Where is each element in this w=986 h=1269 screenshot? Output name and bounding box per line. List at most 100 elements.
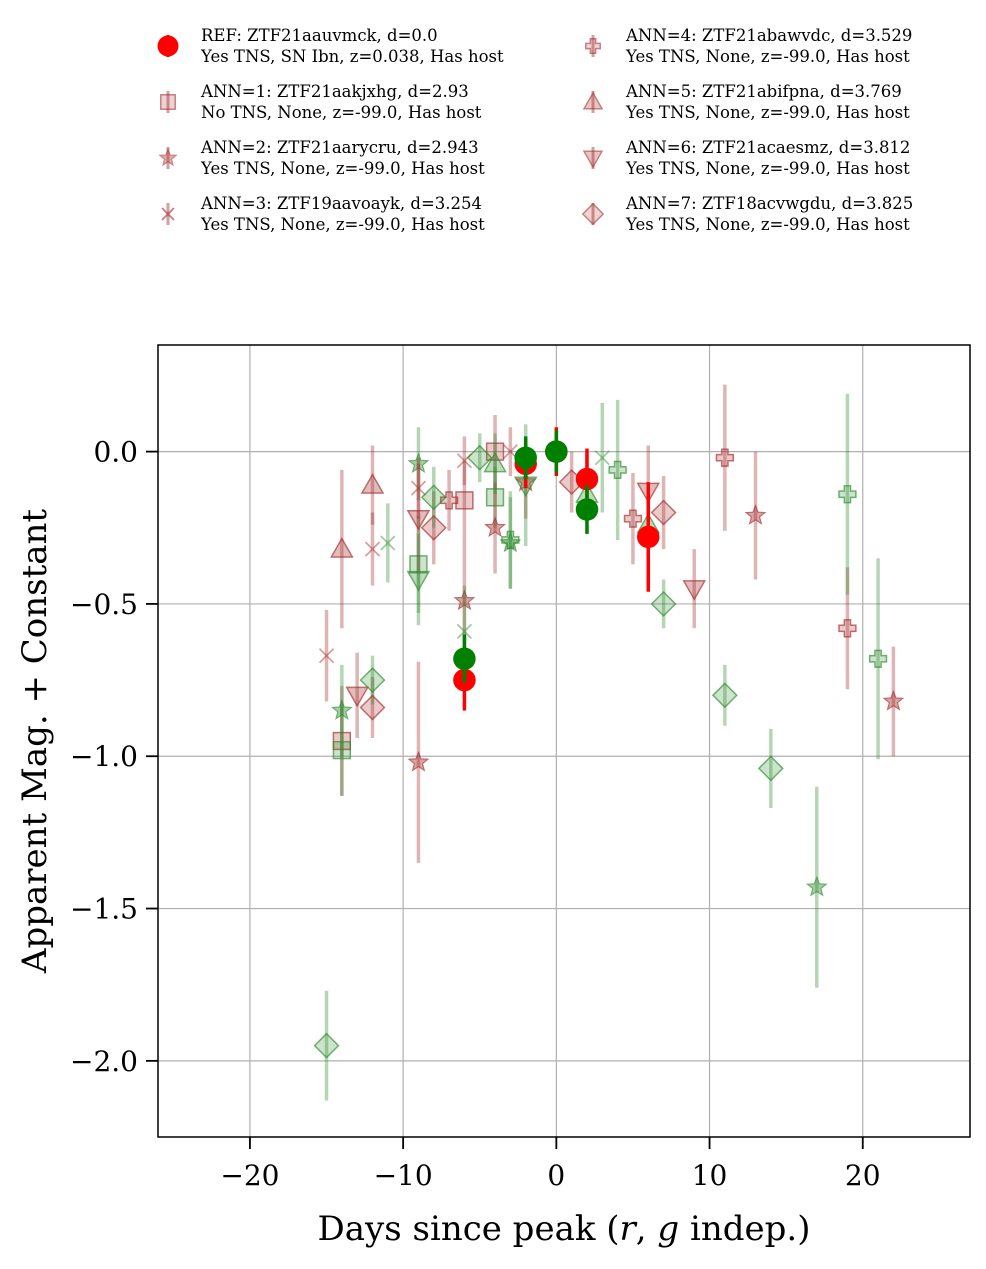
legend-desc: Yes TNS, None, z=-99.0, Has host xyxy=(625,103,910,122)
x-tick-label: 20 xyxy=(845,1159,881,1192)
data-point xyxy=(575,498,599,521)
plot-frame xyxy=(157,344,971,1138)
y-tick-label: −1.0 xyxy=(70,740,138,773)
legend-entry: ANN=4: ZTF21abawvdc, d=3.529 Yes TNS, Non… xyxy=(585,26,912,66)
data-point xyxy=(637,525,660,549)
legend-marker xyxy=(161,207,175,221)
data-point xyxy=(407,452,430,474)
y-tick-label: −2.0 xyxy=(70,1045,138,1078)
x-tick-label: 10 xyxy=(692,1159,728,1192)
legend-desc: Yes TNS, None, z=-99.0, Has host xyxy=(625,215,910,234)
data-point xyxy=(380,535,396,551)
legend-marker xyxy=(582,150,604,169)
x-tick-label: −20 xyxy=(220,1159,279,1192)
y-axis-label: Apparent Mag. + Constant xyxy=(15,509,55,975)
legend-marker xyxy=(157,35,179,57)
legend-desc: Yes TNS, None, z=-99.0, Has host xyxy=(200,159,485,178)
data-point xyxy=(330,699,353,720)
legend-desc: Yes TNS, None, z=-99.0, Has host xyxy=(625,159,910,178)
data-point xyxy=(466,444,493,471)
data-point xyxy=(483,451,507,473)
data-point xyxy=(345,686,369,708)
data-point xyxy=(332,740,351,760)
data-point xyxy=(456,623,473,639)
legend-name: ANN=7: ZTF18acvwgdu, d=3.825 xyxy=(625,194,913,213)
data-point xyxy=(484,516,506,538)
legend-entry: ANN=7: ZTF18acvwgdu, d=3.825 Yes TNS, Non… xyxy=(581,194,913,234)
data-point xyxy=(501,530,520,550)
series-reference xyxy=(453,427,660,711)
legend-name: ANN=2: ZTF21aarycru, d=2.943 xyxy=(200,138,479,157)
data-point xyxy=(313,1032,340,1059)
legend-desc: Yes TNS, SN Ibn, z=0.038, Has host xyxy=(200,47,504,66)
x-tick-label: 0 xyxy=(547,1159,565,1192)
legend-marker xyxy=(581,202,605,226)
series-ann-7 xyxy=(313,433,784,1101)
data-point xyxy=(439,491,459,510)
data-point xyxy=(409,555,428,574)
data-point xyxy=(868,649,888,668)
data-point xyxy=(838,619,857,638)
data-point xyxy=(406,510,431,531)
legend-name: ANN=3: ZTF19aavoayk, d=3.254 xyxy=(200,194,482,213)
legend-entry: ANN=2: ZTF21aarycru, d=2.943 Yes TNS, Non… xyxy=(158,138,485,178)
data-point xyxy=(410,480,427,496)
data-point xyxy=(485,488,505,507)
data-point xyxy=(420,484,447,511)
data-point xyxy=(744,504,767,525)
legend-desc: Yes TNS, None, z=-99.0, Has host xyxy=(200,215,485,234)
data-point xyxy=(805,875,828,897)
legend-marker xyxy=(582,91,604,110)
data-point xyxy=(545,440,568,463)
data-point xyxy=(650,499,677,526)
legend-marker xyxy=(585,38,601,54)
data-point xyxy=(453,589,476,611)
y-tick-label: −1.5 xyxy=(70,893,138,926)
data-point xyxy=(711,682,738,709)
legend-marker xyxy=(160,94,176,110)
data-point xyxy=(359,667,386,694)
data-point xyxy=(360,473,385,494)
data-point xyxy=(359,694,386,721)
data-point xyxy=(514,446,537,469)
y-tick-label: 0.0 xyxy=(93,436,138,469)
x-axis-label-sep: , xyxy=(636,1209,658,1249)
legend-name: ANN=5: ZTF21abifpna, d=3.769 xyxy=(625,82,902,101)
x-axis-label-r: r xyxy=(620,1209,638,1249)
legend-desc: Yes TNS, None, z=-99.0, Has host xyxy=(625,47,910,66)
data-point xyxy=(757,755,784,782)
x-axis-label-pre: Days since peak ( xyxy=(318,1209,620,1249)
legend-entry: ANN=5: ZTF21abifpna, d=3.769 Yes TNS, Non… xyxy=(582,82,910,122)
x-axis-label-g: g xyxy=(657,1209,679,1249)
data-point xyxy=(407,750,430,772)
data-point xyxy=(650,590,677,617)
data-point xyxy=(453,647,476,671)
data-point xyxy=(838,485,857,504)
legend-entry: ANN=1: ZTF21aakjxhg, d=2.93 No TNS, None,… xyxy=(160,82,482,122)
legend: REF: ZTF21aauvmck, d=0.0 Yes TNS, SN Ibn,… xyxy=(157,26,913,234)
data-point xyxy=(682,580,707,601)
legend-entry: ANN=6: ZTF21acaesmz, d=3.812 Yes TNS, Non… xyxy=(582,138,910,178)
data-point xyxy=(364,541,381,557)
data-point xyxy=(330,537,354,558)
y-tick-label: −0.5 xyxy=(70,588,138,621)
data-point xyxy=(485,442,505,461)
series-ann-4 xyxy=(439,384,888,760)
legend-entry: REF: ZTF21aauvmck, d=0.0 Yes TNS, SN Ibn,… xyxy=(157,26,504,66)
series-ann-1 xyxy=(332,415,505,796)
data-marks xyxy=(313,384,905,1101)
data-point xyxy=(455,491,474,510)
data-point xyxy=(406,570,431,592)
legend-marker xyxy=(158,147,178,167)
grid xyxy=(158,345,970,1137)
x-tick-label: −10 xyxy=(374,1159,433,1192)
data-point xyxy=(594,450,610,466)
legend-name: REF: ZTF21aauvmck, d=0.0 xyxy=(201,26,438,45)
axis-ticks: −20 −10 0 10 20 0.0 −0.5 −1.0 −1.5 −2.0 xyxy=(70,436,881,1192)
legend-name: ANN=1: ZTF21aakjxhg, d=2.93 xyxy=(200,82,469,101)
data-point xyxy=(499,531,522,553)
series-ann-2 xyxy=(330,427,905,988)
legend-name: ANN=4: ZTF21abawvdc, d=3.529 xyxy=(625,26,912,45)
legend-entry: ANN=3: ZTF19aavoayk, d=3.254 Yes TNS, Non… xyxy=(161,194,485,234)
